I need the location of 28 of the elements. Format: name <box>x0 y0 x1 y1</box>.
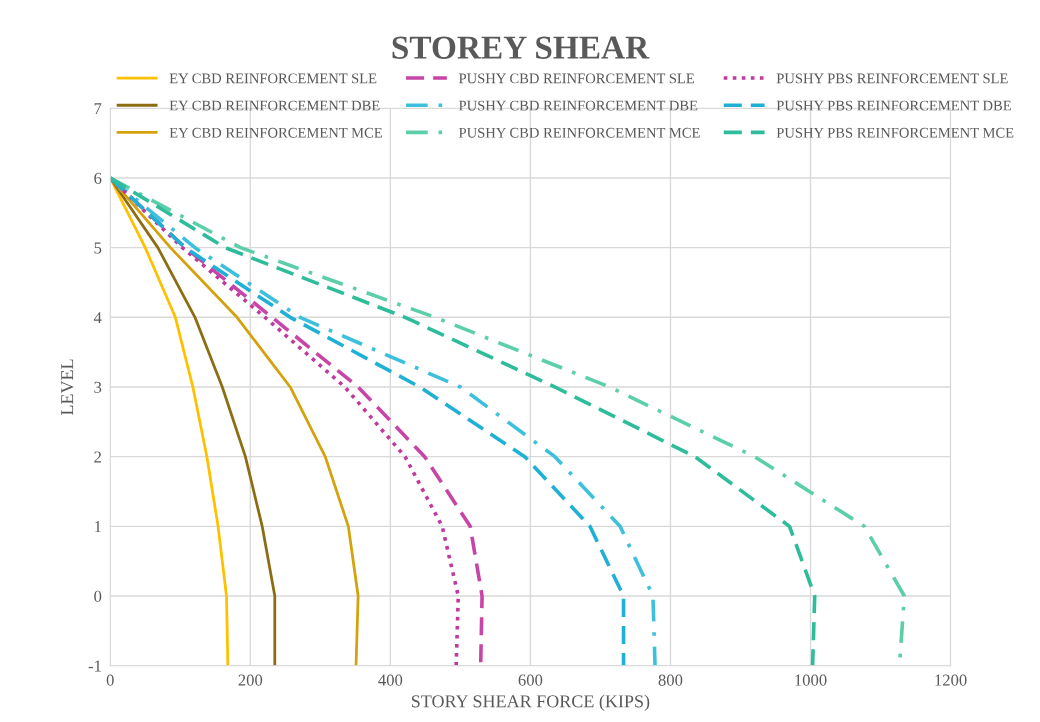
y-tick-label: 2 <box>94 451 101 463</box>
y-tick-label: 6 <box>94 172 102 184</box>
x-tick-label: 0 <box>106 674 114 686</box>
y-tick-label: 4 <box>93 312 102 324</box>
legend-label: PUSHY PBS REINFORCEMENT DBE <box>776 100 1011 111</box>
legend-label: PUSHY CBD REINFORCEMENT DBE <box>458 100 698 111</box>
y-tick-label: -1 <box>88 660 101 672</box>
x-tick-label: 600 <box>518 674 543 686</box>
legend-label: EY CBD REINFORCEMENT SLE <box>169 73 377 84</box>
legend-label: PUSHY CBD REINFORCEMENT MCE <box>458 127 700 138</box>
x-tick-label: 400 <box>378 674 403 686</box>
x-axis-title: STORY SHEAR FORCE (KIPS) <box>411 694 650 712</box>
y-axis-title: LEVEL <box>61 359 74 416</box>
chart-title: STOREY SHEAR <box>392 36 650 59</box>
y-tick-label: 5 <box>94 242 102 254</box>
y-tick-label: 1 <box>95 521 101 533</box>
x-tick-label: 1000 <box>795 674 827 686</box>
y-tick-label: 7 <box>94 103 102 115</box>
legend-label: EY CBD REINFORCEMENT MCE <box>169 127 382 138</box>
x-tick-label: 1200 <box>935 674 967 686</box>
x-tick-label: 200 <box>238 674 263 686</box>
legend-label: PUSHY PBS REINFORCEMENT MCE <box>776 127 1014 138</box>
legend-label: EY CBD REINFORCEMENT DBE <box>169 100 380 111</box>
y-tick-label: 0 <box>94 590 102 602</box>
legend-label: PUSHY CBD REINFORCEMENT SLE <box>458 73 695 84</box>
x-tick-label: 800 <box>658 674 683 686</box>
legend-label: PUSHY PBS REINFORCEMENT SLE <box>776 73 1008 84</box>
y-tick-label: 3 <box>94 381 102 393</box>
